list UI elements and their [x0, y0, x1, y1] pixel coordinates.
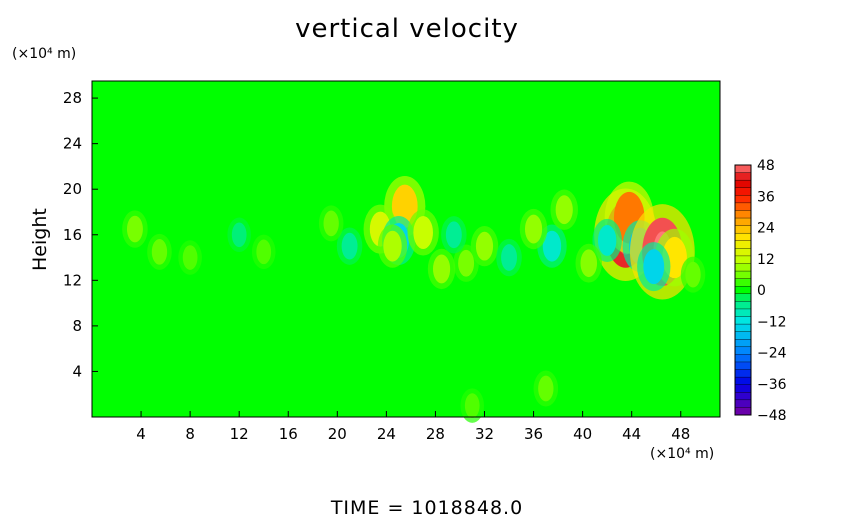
field-anomaly [542, 230, 562, 262]
x-axis: 4 8 12 16 20 24 28 32 36 40 44 48 [136, 411, 690, 443]
field-anomaly [231, 222, 247, 248]
x-tick-label: 48 [671, 425, 690, 443]
colorbar-cell [734, 164, 752, 174]
field-anomaly [538, 375, 554, 402]
colorbar-cell [734, 179, 752, 189]
colorbar: 48 36 24 12 0 −12 −24 −36 −48 [734, 158, 787, 424]
colorbar-tick-label: −12 [757, 314, 787, 330]
colorbar-tick-label: 0 [757, 283, 766, 299]
field-anomaly [256, 239, 272, 265]
colorbar-cell [734, 217, 752, 227]
x-unit-label: (×10⁴ m) [650, 446, 715, 462]
colorbar-cell [734, 278, 752, 287]
y-tick-label: 24 [63, 135, 82, 153]
chart-title: vertical velocity [295, 14, 519, 44]
colorbar-tick-label: −24 [757, 346, 787, 362]
colorbar-tick-label: −48 [757, 408, 787, 424]
y-tick-label: 20 [63, 180, 82, 198]
colorbar-frame [734, 164, 752, 416]
colorbar-cell [734, 323, 752, 333]
colorbar-cell [734, 187, 752, 196]
colorbar-cell [734, 376, 752, 386]
colorbar-tick-label: 12 [757, 252, 775, 268]
field-anomaly [580, 249, 598, 278]
field-anomaly [182, 245, 198, 270]
field-anomaly [413, 216, 433, 249]
field-anomaly [685, 261, 701, 288]
x-tick-label: 36 [524, 425, 543, 443]
y-axis-label: Height [29, 208, 51, 271]
velocity-field [92, 81, 720, 423]
x-tick-label: 32 [475, 425, 494, 443]
y-unit-label: (×10⁴ m) [12, 46, 77, 62]
field-anomaly [341, 232, 358, 260]
colorbar-tick-label: −36 [757, 377, 787, 393]
x-tick-label: 44 [622, 425, 641, 443]
colorbar-cell [734, 286, 752, 295]
colorbar-cell [734, 202, 752, 211]
colorbar-cell [734, 339, 752, 348]
colorbar-cell [734, 225, 752, 234]
field-anomaly [383, 230, 402, 262]
field-anomaly [458, 249, 475, 277]
field-anomaly [151, 239, 168, 265]
colorbar-cell [734, 210, 752, 219]
colorbar-cell [734, 240, 752, 249]
field-anomaly [643, 249, 665, 285]
x-tick-label: 24 [377, 425, 396, 443]
x-tick-label: 12 [230, 425, 249, 443]
y-tick-label: 12 [63, 271, 82, 289]
colorbar-cell [734, 361, 752, 371]
y-tick-label: 8 [72, 317, 82, 335]
x-tick-label: 8 [185, 425, 195, 443]
colorbar-cell [734, 270, 752, 280]
field-anomaly [524, 214, 543, 244]
colorbar-cell [734, 293, 752, 302]
plot-frame [91, 80, 721, 418]
colorbar-cell [734, 263, 752, 272]
colorbar-tick-label: 48 [757, 158, 775, 174]
field-anomaly [475, 231, 494, 261]
colorbar-cell [734, 369, 752, 378]
colorbar-cell [734, 172, 752, 181]
colorbar-cell [734, 384, 752, 393]
field-anomaly [445, 221, 462, 249]
y-tick-label: 28 [63, 89, 82, 107]
y-tick-label: 16 [63, 226, 82, 244]
field-anomaly [323, 210, 339, 237]
x-tick-label: 40 [573, 425, 592, 443]
colorbar-cell [734, 195, 752, 204]
colorbar-cell [734, 331, 752, 340]
field-anomaly [555, 195, 573, 225]
colorbar-cell [734, 407, 752, 416]
field-anomaly [432, 254, 451, 284]
field-anomaly [597, 225, 617, 256]
x-tick-label: 16 [279, 425, 298, 443]
time-label: TIME = 1018848.0 [330, 497, 524, 519]
x-tick-label: 20 [328, 425, 347, 443]
colorbar-cell [734, 346, 752, 355]
colorbar-cell [734, 316, 752, 325]
colorbar-cell [734, 232, 752, 242]
colorbar-cell [734, 354, 752, 363]
y-axis: 4 8 12 16 20 24 28 [63, 89, 98, 380]
colorbar-cell [734, 399, 752, 408]
colorbar-cell [734, 248, 752, 257]
colorbar-cell [734, 255, 752, 264]
colorbar-tick-label: 24 [757, 221, 775, 237]
y-tick-label: 4 [72, 362, 82, 380]
colorbar-cell [734, 301, 752, 310]
field-anomaly [464, 393, 480, 418]
colorbar-cell [734, 308, 752, 318]
field-anomaly [126, 215, 143, 243]
x-tick-label: 4 [136, 425, 146, 443]
colorbar-tick-label: 36 [757, 189, 775, 205]
field-anomaly [501, 244, 518, 271]
colorbar-cell [734, 392, 752, 401]
x-tick-label: 28 [426, 425, 445, 443]
